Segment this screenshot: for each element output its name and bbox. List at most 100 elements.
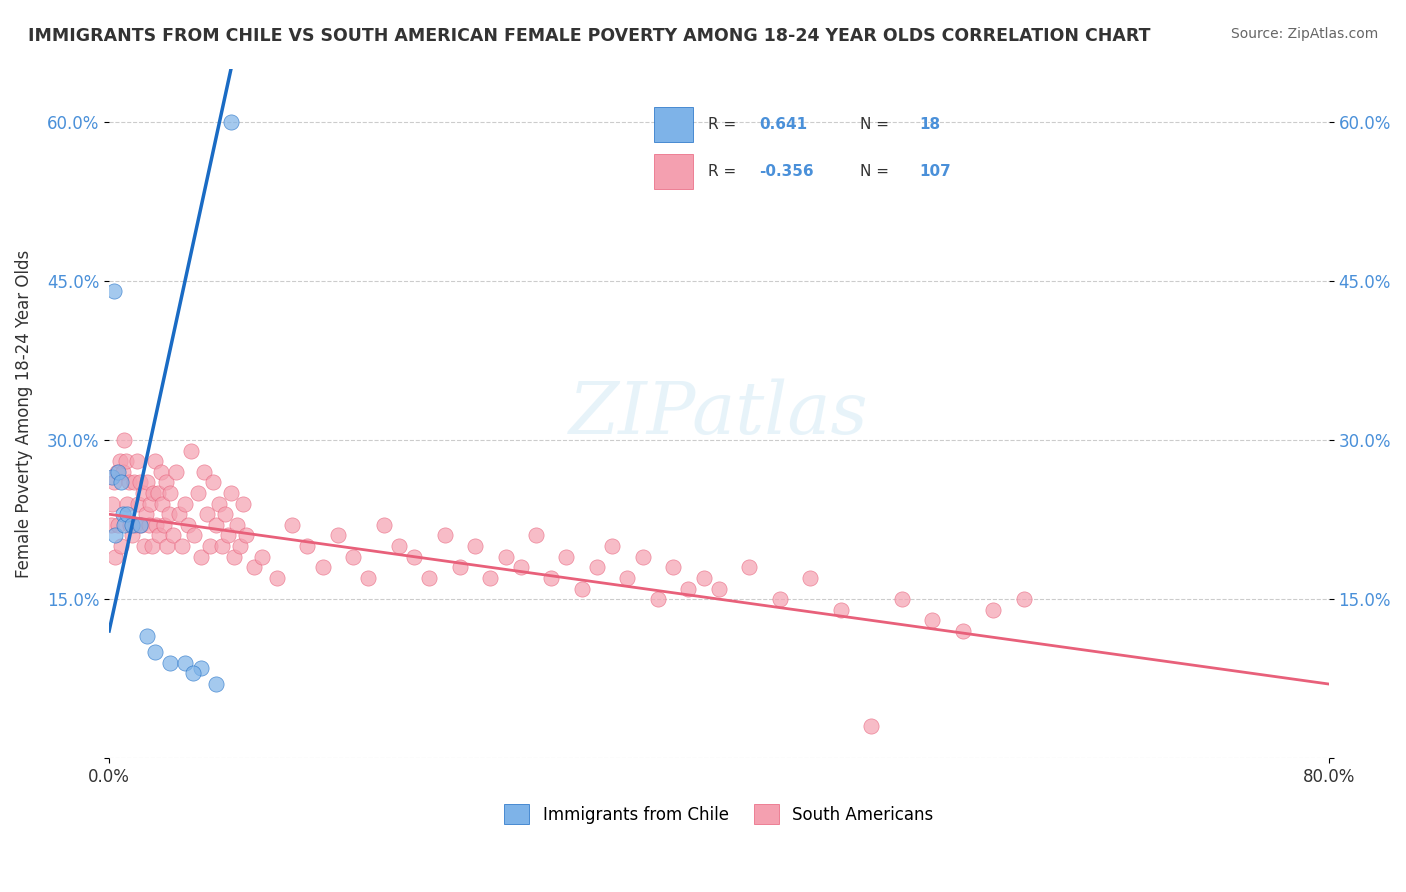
Point [226,517,249,532]
Point [177,517,200,532]
Point [540,571,562,585]
Point [108,454,131,468]
Point [418,571,440,585]
Point [297,539,319,553]
Point [110,539,132,553]
Point [692,571,714,585]
Point [921,613,943,627]
Point [266,571,288,585]
Point [217,528,239,542]
Point [112,517,135,532]
Point [495,549,517,564]
Point [311,560,333,574]
Point [159,656,181,670]
Point [142,486,165,500]
Point [110,475,132,490]
Point [208,497,231,511]
Point [201,475,224,490]
Point [205,517,228,532]
Point [174,497,197,511]
Legend: Immigrants from Chile, South Americans: Immigrants from Chile, South Americans [496,796,942,833]
Point [205,677,228,691]
Point [112,433,135,447]
Point [172,539,194,553]
Point [600,539,623,553]
Point [139,497,162,511]
Point [131,486,153,500]
Point [186,486,208,500]
Point [100,517,122,532]
Point [136,475,159,490]
Point [152,497,174,511]
Point [449,560,471,574]
Point [190,549,212,564]
Point [124,517,146,532]
Point [707,582,730,596]
Point [183,528,205,542]
Point [104,528,127,542]
Point [890,592,912,607]
Point [373,517,395,532]
Point [122,475,145,490]
Point [243,560,266,574]
Point [103,475,125,490]
Point [616,571,638,585]
Point [129,517,152,532]
Point [738,560,761,574]
Point [156,539,179,553]
Point [571,582,593,596]
Point [115,454,138,468]
Point [145,517,167,532]
Point [224,549,246,564]
Point [631,549,654,564]
Point [117,497,139,511]
Point [232,497,254,511]
Point [211,539,233,553]
Point [105,465,128,479]
Point [219,114,242,128]
Point [860,719,883,733]
Point [159,486,181,500]
Point [326,528,349,542]
Point [190,661,212,675]
Point [524,528,547,542]
Point [662,560,685,574]
Point [141,539,163,553]
Y-axis label: Female Poverty Among 18-24 Year Olds: Female Poverty Among 18-24 Year Olds [15,249,32,577]
Point [121,528,143,542]
Point [101,470,124,484]
Point [219,486,242,500]
Point [1012,592,1035,607]
Point [402,549,425,564]
Point [157,507,180,521]
Point [153,517,176,532]
Point [138,517,160,532]
Point [111,507,134,521]
Point [193,465,215,479]
Point [167,507,190,521]
Point [120,517,142,532]
Point [128,517,150,532]
Point [678,582,700,596]
Point [180,443,202,458]
Point [104,549,127,564]
Point [235,528,257,542]
Point [128,475,150,490]
Text: Source: ZipAtlas.com: Source: ZipAtlas.com [1230,27,1378,41]
Point [165,465,187,479]
Point [509,560,531,574]
Point [952,624,974,638]
Point [342,549,364,564]
Point [769,592,792,607]
Point [146,486,169,500]
Point [250,549,273,564]
Point [586,560,609,574]
Point [479,571,502,585]
Point [118,475,141,490]
Point [162,528,184,542]
Point [148,528,170,542]
Point [195,507,218,521]
Point [155,475,177,490]
Point [214,507,236,521]
Text: ZIPatlas: ZIPatlas [569,378,869,449]
